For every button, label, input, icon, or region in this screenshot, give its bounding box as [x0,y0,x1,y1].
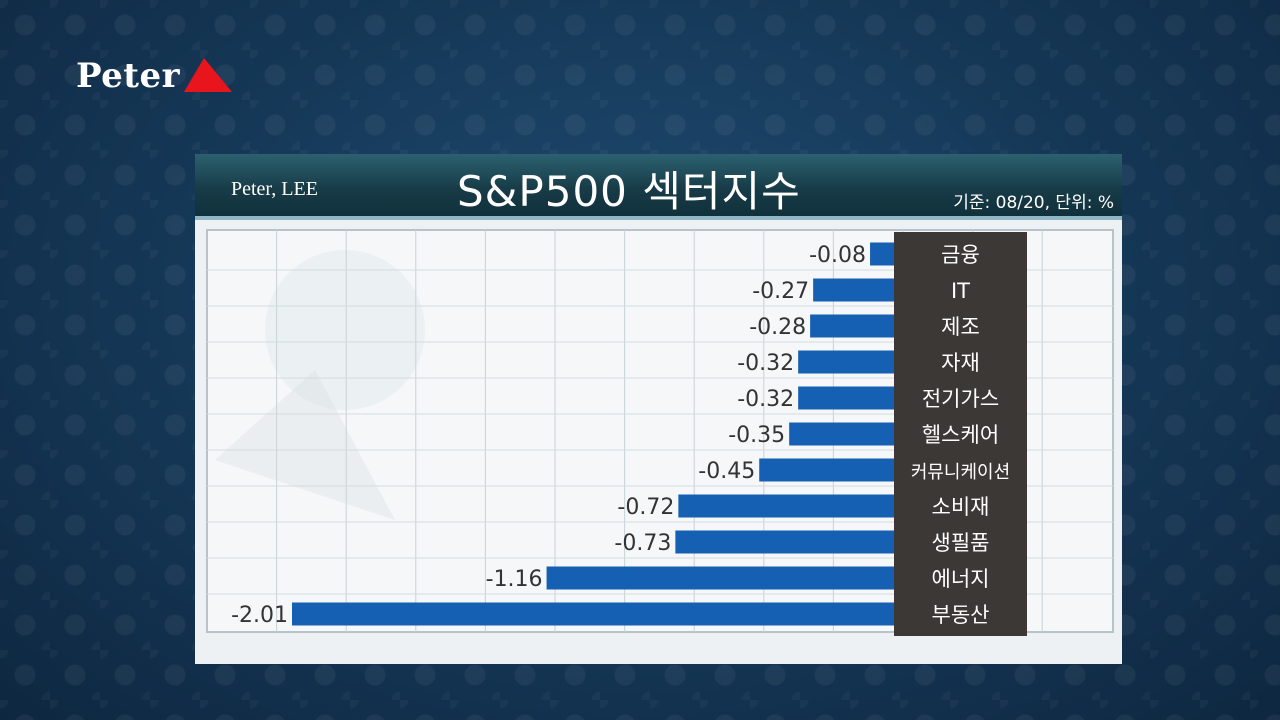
bar-value-label: -0.27 [752,279,809,304]
decor-triangle [215,370,395,520]
category-label: IT [951,279,970,303]
chart-header: Peter, LEE S&P500 섹터지수 기준: 08/20, 단위: % [195,154,1122,220]
bar [292,602,894,626]
category-label: 커뮤니케이션 [911,462,1010,483]
bar [789,422,894,446]
bar [759,458,894,482]
brand-logo: Peter [76,56,236,96]
bar [798,386,894,410]
header-author: Peter, LEE [231,178,318,200]
bar-value-label: -0.72 [617,495,674,520]
bar [546,566,894,590]
bar-value-label: -2.01 [231,603,288,628]
category-label: 생필품 [932,531,990,555]
bar-chart: -0.08 금융 -0.27 IT -0.28 제조 -0.32 자재 -0.32 전기가스 -0.… [206,229,1114,636]
category-label: 소비재 [932,495,990,519]
bar [813,278,894,302]
logo-triangle-icon [184,58,232,92]
bar-value-label: -0.08 [809,243,866,268]
bar [798,350,894,374]
bar-value-label: -0.73 [614,531,671,556]
category-label: 부동산 [932,603,990,627]
category-label: 금융 [941,243,980,267]
chart-panel: Peter, LEE S&P500 섹터지수 기준: 08/20, 단위: % … [195,154,1122,664]
category-label: 에너지 [932,567,990,591]
bar-value-label: -0.32 [737,387,794,412]
header-stripe [195,216,1122,220]
category-label: 자재 [941,351,980,375]
category-label-box [894,232,1027,636]
decor-circle [265,250,425,410]
bar-value-label: -0.28 [749,315,806,340]
bar-value-label: -0.35 [728,423,785,448]
chart-basis-note: 기준: 08/20, 단위: % [953,193,1114,213]
bar [870,242,894,266]
category-label: 제조 [941,315,980,339]
bar [810,314,894,338]
category-label: 전기가스 [922,387,999,411]
chart-title: S&P500 섹터지수 [457,167,801,216]
bar [678,494,894,518]
bar-value-label: -1.16 [486,567,543,592]
bar-value-label: -0.32 [737,351,794,376]
bar-value-label: -0.45 [698,459,755,484]
logo-text: Peter [76,56,181,96]
category-label: 헬스케어 [922,423,999,447]
bar [675,530,894,554]
